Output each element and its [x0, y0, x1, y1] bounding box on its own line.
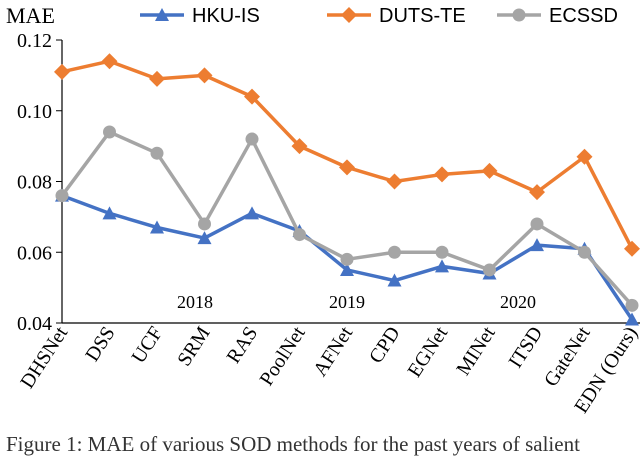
point-duts-te: [291, 138, 308, 155]
point-ecssd: [198, 217, 211, 231]
point-duts-te: [624, 240, 640, 257]
legend-marker-ecssd: [512, 8, 526, 22]
series-line-duts-te: [61, 59, 634, 250]
legend: HKU-IS DUTS-TE ECSSD: [140, 5, 618, 27]
y-tick-label: 0.10: [17, 101, 52, 123]
point-hku-is: [150, 220, 164, 234]
point-ecssd: [625, 298, 639, 312]
point-ecssd: [150, 146, 164, 160]
point-ecssd: [578, 245, 591, 259]
point-hku-is: [340, 262, 354, 276]
year-annotations: 2018 2019 2020: [177, 292, 536, 312]
point-ecssd: [55, 189, 69, 203]
point-duts-te: [339, 159, 355, 176]
y-tick-label: 0.08: [17, 172, 52, 194]
x-tick-label: EGNet: [403, 322, 452, 381]
x-tick-label: CPD: [365, 323, 405, 368]
series-line-ecssd: [60, 130, 634, 307]
x-tick-label: AFNet: [309, 322, 357, 380]
point-hku-is: [530, 238, 544, 252]
point-hku-is: [245, 206, 259, 220]
x-tick-label: ITSD: [505, 323, 548, 372]
x-tick-label: PoolNet: [256, 322, 310, 389]
point-ecssd: [103, 125, 116, 139]
point-ecssd: [245, 132, 259, 146]
point-duts-te: [101, 53, 118, 70]
point-hku-is: [435, 259, 449, 273]
point-duts-te: [481, 162, 498, 179]
legend-marker-hku-is: [155, 8, 169, 21]
year-label-2019: 2019: [329, 292, 365, 312]
year-label-2020: 2020: [500, 292, 536, 312]
y-tick-label: 0.06: [17, 242, 52, 264]
series-lines: [54, 53, 640, 326]
point-ecssd: [483, 263, 496, 277]
legend-label-duts-te: DUTS-TE: [379, 5, 466, 27]
point-ecssd: [340, 252, 354, 266]
point-duts-te: [54, 63, 70, 80]
point-ecssd: [530, 217, 544, 231]
point-ecssd: [435, 245, 449, 259]
year-label-2018: 2018: [177, 292, 213, 312]
point-ecssd: [388, 245, 401, 259]
point-duts-te: [196, 67, 213, 84]
point-hku-is: [387, 273, 402, 287]
y-tick-label: 0.12: [17, 30, 52, 52]
point-duts-te: [434, 166, 450, 183]
x-tick-label: MINet: [452, 322, 500, 379]
x-tick-label: DSS: [81, 323, 119, 366]
y-axis-title: MAE: [6, 3, 55, 28]
point-hku-is: [102, 206, 117, 220]
point-hku-is: [197, 231, 212, 245]
figure-caption: Figure 1: MAE of various SOD methods for…: [6, 432, 580, 456]
axes: 0.04 0.06 0.08 0.10 0.12: [17, 30, 640, 335]
point-duts-te: [386, 173, 403, 190]
point-hku-is: [625, 312, 639, 326]
point-duts-te: [244, 88, 260, 105]
y-tick-label: 0.04: [17, 313, 52, 335]
point-duts-te: [576, 148, 593, 165]
point-duts-te: [149, 70, 165, 87]
x-tick-label: UCF: [128, 323, 168, 368]
x-tick-label: SRM: [173, 323, 215, 371]
legend-label-ecssd: ECSSD: [549, 5, 618, 27]
point-duts-te: [529, 184, 545, 201]
legend-marker-duts-te: [341, 7, 357, 23]
point-ecssd: [293, 228, 306, 242]
legend-label-hku-is: HKU-IS: [192, 5, 260, 27]
x-tick-label: RAS: [223, 323, 263, 368]
